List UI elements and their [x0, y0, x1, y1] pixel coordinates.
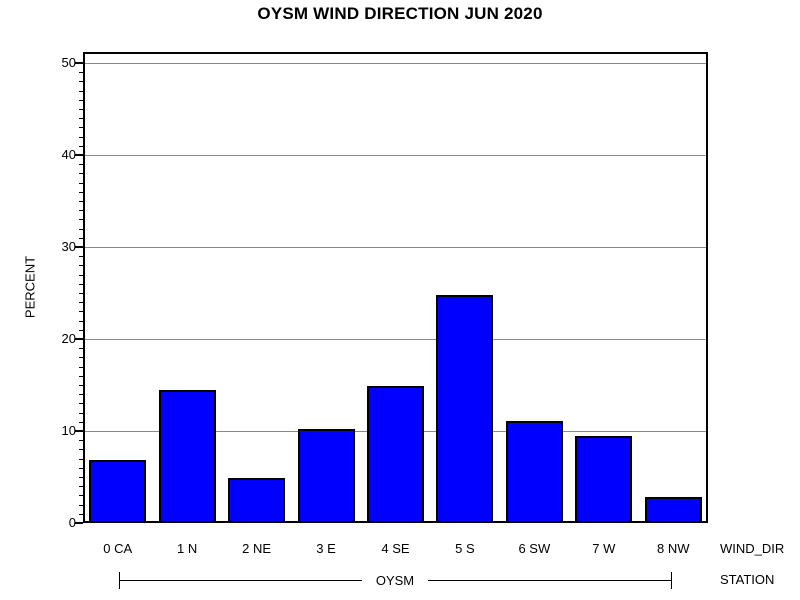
x-category-label-7-w: 7 W: [592, 541, 616, 556]
x-category-label-6-sw: 6 SW: [518, 541, 551, 556]
y-minor-tick-49: [79, 72, 83, 74]
bar-8-nw: [644, 497, 702, 523]
y-minor-tick-17: [79, 366, 83, 368]
y-minor-tick-6: [79, 467, 83, 469]
y-minor-tick-13: [79, 403, 83, 405]
bar-1-n: [158, 390, 216, 523]
y-tick-label-10: 10: [61, 423, 76, 438]
chart-title: OYSM WIND DIRECTION JUN 2020: [257, 4, 543, 23]
y-minor-tick-23: [79, 311, 83, 313]
y-minor-tick-4: [79, 486, 83, 488]
y-minor-tick-47: [79, 90, 83, 92]
station-bracket-right-segment: [428, 580, 672, 581]
bar-2-ne: [228, 478, 286, 523]
y-minor-tick-39: [79, 164, 83, 166]
y-minor-tick-14: [79, 394, 83, 396]
bar-6-sw: [505, 421, 563, 523]
y-minor-tick-34: [79, 210, 83, 212]
y-minor-tick-44: [79, 118, 83, 120]
y-major-tick-40: [75, 154, 83, 156]
x-category-label-2-ne: 2 NE: [242, 541, 272, 556]
station-bracket-left-segment: [119, 580, 362, 581]
y-major-tick-30: [75, 246, 83, 248]
bar-0-ca: [89, 460, 147, 523]
y-minor-tick-27: [79, 274, 83, 276]
y-minor-tick-8: [79, 449, 83, 451]
gridline-20: [83, 339, 708, 340]
station-bracket-left-tick: [119, 572, 120, 589]
y-minor-tick-24: [79, 302, 83, 304]
x-category-label-5-s: 5 S: [455, 541, 475, 556]
y-major-tick-20: [75, 338, 83, 340]
y-tick-label-50: 50: [61, 55, 76, 70]
y-minor-tick-16: [79, 375, 83, 377]
y-minor-tick-2: [79, 504, 83, 506]
y-tick-label-30: 30: [61, 239, 76, 254]
y-minor-tick-31: [79, 237, 83, 239]
y-minor-tick-29: [79, 256, 83, 258]
x-category-label-1-n: 1 N: [177, 541, 198, 556]
y-minor-tick-7: [79, 458, 83, 460]
bar-4-se: [367, 386, 424, 523]
bar-7-w: [575, 436, 633, 523]
y-minor-tick-36: [79, 191, 83, 193]
gridline-50: [83, 63, 708, 64]
y-major-tick-0: [75, 522, 83, 524]
x-category-label-3-e: 3 E: [316, 541, 336, 556]
y-minor-tick-11: [79, 421, 83, 423]
y-tick-label-40: 40: [61, 147, 76, 162]
y-minor-tick-38: [79, 173, 83, 175]
y-tick-label-20: 20: [61, 331, 76, 346]
y-minor-tick-46: [79, 99, 83, 101]
bar-3-e: [297, 429, 355, 523]
y-minor-tick-45: [79, 109, 83, 110]
station-group-label: OYSM: [375, 573, 415, 588]
y-minor-tick-37: [79, 182, 83, 184]
y-minor-tick-21: [79, 329, 83, 331]
y-minor-tick-42: [79, 136, 83, 138]
x-axis-title: WIND_DIR: [720, 541, 785, 556]
gridline-40: [83, 155, 708, 156]
y-minor-tick-26: [79, 283, 83, 285]
bar-5-s: [436, 295, 494, 523]
y-minor-tick-48: [79, 81, 83, 83]
y-major-tick-10: [75, 430, 83, 432]
y-minor-tick-28: [79, 265, 83, 267]
y-minor-tick-18: [79, 357, 83, 359]
y-minor-tick-5: [79, 477, 83, 478]
y-minor-tick-3: [79, 495, 83, 497]
y-minor-tick-25: [79, 293, 83, 294]
station-axis-title: STATION: [720, 572, 775, 587]
y-minor-tick-19: [79, 348, 83, 350]
x-category-label-0-ca: 0 CA: [103, 541, 133, 556]
y-minor-tick-9: [79, 440, 83, 442]
y-tick-label-0: 0: [68, 515, 76, 530]
y-minor-tick-43: [79, 127, 83, 129]
y-minor-tick-1: [79, 513, 83, 515]
y-minor-tick-32: [79, 228, 83, 230]
y-axis-title: PERCENT: [22, 255, 38, 319]
y-minor-tick-41: [79, 145, 83, 147]
y-minor-tick-12: [79, 412, 83, 414]
gridline-30: [83, 247, 708, 248]
station-bracket-right-tick: [671, 572, 672, 589]
y-minor-tick-22: [79, 320, 83, 322]
y-minor-tick-15: [79, 385, 83, 386]
y-minor-tick-33: [79, 219, 83, 221]
x-category-label-8-nw: 8 NW: [657, 541, 690, 556]
y-major-tick-50: [75, 62, 83, 64]
plot-area: [83, 52, 708, 523]
y-minor-tick-35: [79, 201, 83, 202]
x-category-label-4-se: 4 SE: [381, 541, 410, 556]
